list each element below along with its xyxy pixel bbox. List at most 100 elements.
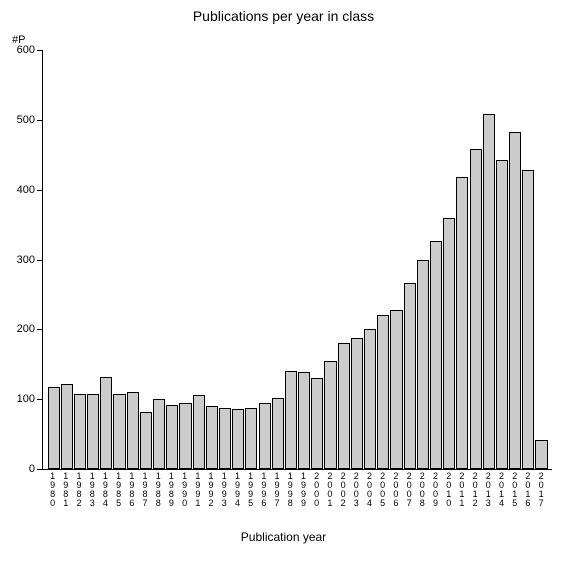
bar bbox=[166, 405, 178, 469]
bar bbox=[179, 403, 191, 469]
bar-slot bbox=[100, 50, 113, 469]
bar-slot bbox=[456, 50, 469, 469]
bar bbox=[219, 408, 231, 469]
y-tick-label: 100 bbox=[17, 393, 35, 405]
x-tick-label: 1 9 9 4 bbox=[235, 472, 240, 508]
bar-slot bbox=[482, 50, 495, 469]
x-tick-slot: 1 9 8 7 bbox=[138, 472, 151, 508]
bar bbox=[232, 409, 244, 469]
bar-slot bbox=[377, 50, 390, 469]
x-tick-slot: 2 0 0 7 bbox=[402, 472, 415, 508]
x-tick-label: 1 9 8 4 bbox=[103, 472, 108, 508]
bar-slot bbox=[522, 50, 535, 469]
bar bbox=[127, 392, 139, 469]
x-tick-label: 2 0 0 3 bbox=[354, 472, 359, 508]
bar bbox=[87, 394, 99, 469]
y-tick-label: 200 bbox=[17, 323, 35, 335]
x-tick-label: 2 0 1 5 bbox=[512, 472, 517, 508]
x-tick-slot: 1 9 9 7 bbox=[270, 472, 283, 508]
bar-slot bbox=[390, 50, 403, 469]
x-tick-label: 1 9 8 9 bbox=[169, 472, 174, 508]
x-tick-label: 1 9 8 5 bbox=[116, 472, 121, 508]
bar bbox=[470, 149, 482, 469]
bar bbox=[74, 394, 86, 469]
bar-slot bbox=[139, 50, 152, 469]
x-tick-label: 1 9 9 9 bbox=[301, 472, 306, 508]
x-tick-label: 2 0 1 6 bbox=[525, 472, 530, 508]
bar-slot bbox=[298, 50, 311, 469]
x-tick-slot: 1 9 8 4 bbox=[99, 472, 112, 508]
x-tick-slot: 2 0 1 7 bbox=[535, 472, 548, 508]
bar bbox=[522, 170, 534, 469]
bar-slot bbox=[60, 50, 73, 469]
x-tick-label: 2 0 1 1 bbox=[459, 472, 464, 508]
y-tick-label: 400 bbox=[17, 184, 35, 196]
x-tick-slot: 2 0 0 2 bbox=[336, 472, 349, 508]
bar bbox=[113, 394, 125, 469]
x-tick-label: 2 0 0 7 bbox=[407, 472, 412, 508]
x-tick-slot: 2 0 1 0 bbox=[442, 472, 455, 508]
bar bbox=[193, 395, 205, 469]
x-tick-slot: 1 9 8 2 bbox=[72, 472, 85, 508]
x-tick-label: 1 9 8 8 bbox=[156, 472, 161, 508]
x-tick-label: 1 9 9 8 bbox=[288, 472, 293, 508]
x-tick-label: 2 0 0 6 bbox=[393, 472, 398, 508]
x-tick-label: 1 9 8 3 bbox=[90, 472, 95, 508]
bar bbox=[245, 408, 257, 469]
x-tick-label: 1 9 9 1 bbox=[195, 472, 200, 508]
bar bbox=[206, 406, 218, 469]
bar bbox=[324, 361, 336, 469]
bar bbox=[311, 378, 323, 469]
bar bbox=[430, 241, 442, 469]
x-tick-slot: 1 9 9 9 bbox=[297, 472, 310, 508]
x-tick-label: 2 0 0 5 bbox=[380, 472, 385, 508]
x-tick-label: 1 9 8 2 bbox=[77, 472, 82, 508]
bar-slot bbox=[218, 50, 231, 469]
bar-slot bbox=[258, 50, 271, 469]
bar bbox=[272, 398, 284, 469]
y-tick-label: 0 bbox=[29, 463, 35, 475]
bar bbox=[456, 177, 468, 469]
y-tick bbox=[37, 469, 43, 470]
x-tick-slot: 2 0 0 3 bbox=[350, 472, 363, 508]
x-axis-tick-labels: 1 9 8 01 9 8 1 1 9 8 2 1 9 8 3 1 9 8 4 1 9 8… bbox=[42, 472, 552, 508]
x-tick-slot: 1 9 9 2 bbox=[204, 472, 217, 508]
bar bbox=[338, 343, 350, 469]
bar-slot bbox=[205, 50, 218, 469]
chart-title: Publications per year in class bbox=[0, 8, 567, 24]
x-axis-label: Publication year bbox=[0, 530, 567, 544]
x-tick-label: 1 9 8 7 bbox=[143, 472, 148, 508]
x-tick-slot: 1 9 8 5 bbox=[112, 472, 125, 508]
x-tick-slot: 1 9 8 1 bbox=[59, 472, 72, 508]
bar bbox=[259, 403, 271, 469]
x-tick-slot: 1 9 8 0 bbox=[46, 472, 59, 508]
x-tick-slot: 1 9 9 3 bbox=[218, 472, 231, 508]
x-tick-label: 1 9 8 6 bbox=[129, 472, 134, 508]
x-tick-label: 2 0 1 0 bbox=[446, 472, 451, 508]
x-tick-slot: 2 0 0 8 bbox=[416, 472, 429, 508]
x-tick-slot: 1 9 8 9 bbox=[165, 472, 178, 508]
bar-slot bbox=[350, 50, 363, 469]
bar-slot bbox=[416, 50, 429, 469]
x-tick-slot: 1 9 9 6 bbox=[257, 472, 270, 508]
x-tick-label: 1 9 9 5 bbox=[248, 472, 253, 508]
bar-slot bbox=[535, 50, 548, 469]
x-tick-slot: 1 9 8 3 bbox=[86, 472, 99, 508]
x-tick-label: 1 9 9 3 bbox=[222, 472, 227, 508]
bar-slot bbox=[271, 50, 284, 469]
x-tick-label: 2 0 0 0 bbox=[314, 472, 319, 508]
x-tick-slot: 2 0 1 1 bbox=[455, 472, 468, 508]
x-tick-slot: 1 9 8 8 bbox=[152, 472, 165, 508]
x-tick-slot: 2 0 0 0 bbox=[310, 472, 323, 508]
bar bbox=[285, 371, 297, 469]
x-tick-label: 2 0 0 4 bbox=[367, 472, 372, 508]
x-tick-slot: 1 9 9 4 bbox=[231, 472, 244, 508]
bars-group bbox=[43, 50, 552, 469]
bar bbox=[298, 372, 310, 469]
bar-slot bbox=[245, 50, 258, 469]
bar bbox=[443, 218, 455, 469]
x-tick-slot: 2 0 0 4 bbox=[363, 472, 376, 508]
x-tick-slot: 1 9 8 6 bbox=[125, 472, 138, 508]
bar bbox=[140, 412, 152, 469]
bar bbox=[390, 310, 402, 469]
